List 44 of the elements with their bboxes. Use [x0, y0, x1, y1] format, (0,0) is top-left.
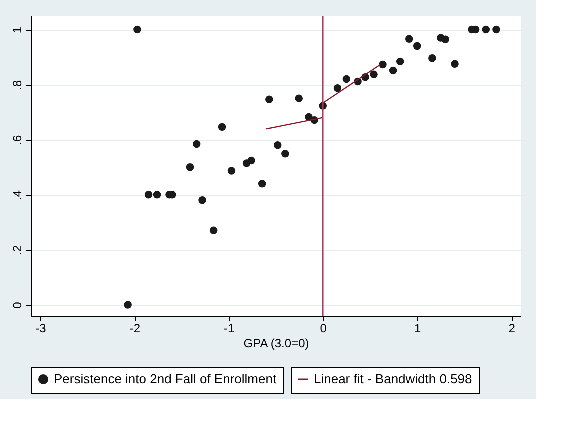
y-tick-label: .6: [10, 135, 24, 146]
point: [124, 301, 132, 309]
point: [451, 60, 459, 68]
point: [198, 196, 206, 204]
point: [134, 26, 142, 34]
point: [334, 84, 342, 92]
x-tick-label: -2: [130, 322, 141, 336]
point: [228, 167, 236, 175]
x-tick-label: 2: [508, 322, 516, 336]
x-tick-label: 0: [320, 322, 328, 336]
point: [405, 35, 414, 43]
legend-label: Persistence into 2nd Fall of Enrollment: [54, 372, 277, 386]
point: [282, 150, 290, 158]
point: [186, 164, 194, 172]
point: [266, 96, 274, 104]
point: [153, 191, 162, 199]
x-tick-label: -1: [224, 322, 236, 336]
y-tick-label: .8: [10, 80, 24, 90]
point: [295, 94, 303, 102]
x-axis-title: GPA (3.0=0): [244, 336, 310, 350]
point: [389, 66, 398, 75]
point: [218, 123, 226, 132]
point: [370, 70, 378, 78]
point: [379, 60, 387, 69]
point: [413, 42, 422, 50]
y-tick-label: .4: [10, 190, 24, 200]
point: [482, 26, 490, 34]
point: [258, 180, 266, 188]
point: [442, 36, 450, 44]
point: [428, 54, 436, 62]
y-tick-label: .2: [10, 245, 24, 256]
legend-label: Linear fit - Bandwidth 0.598: [314, 372, 472, 386]
point: [274, 141, 282, 150]
point: [192, 140, 201, 148]
point: [144, 191, 153, 199]
point: [492, 26, 500, 34]
y-tick-label: 1: [10, 26, 24, 34]
point: [342, 75, 351, 84]
x-tick-label: -3: [36, 322, 47, 336]
x-tick-label: 1: [414, 322, 422, 336]
point: [210, 226, 218, 235]
point: [396, 58, 404, 66]
point: [248, 156, 256, 165]
y-tick-label: 0: [10, 302, 24, 309]
